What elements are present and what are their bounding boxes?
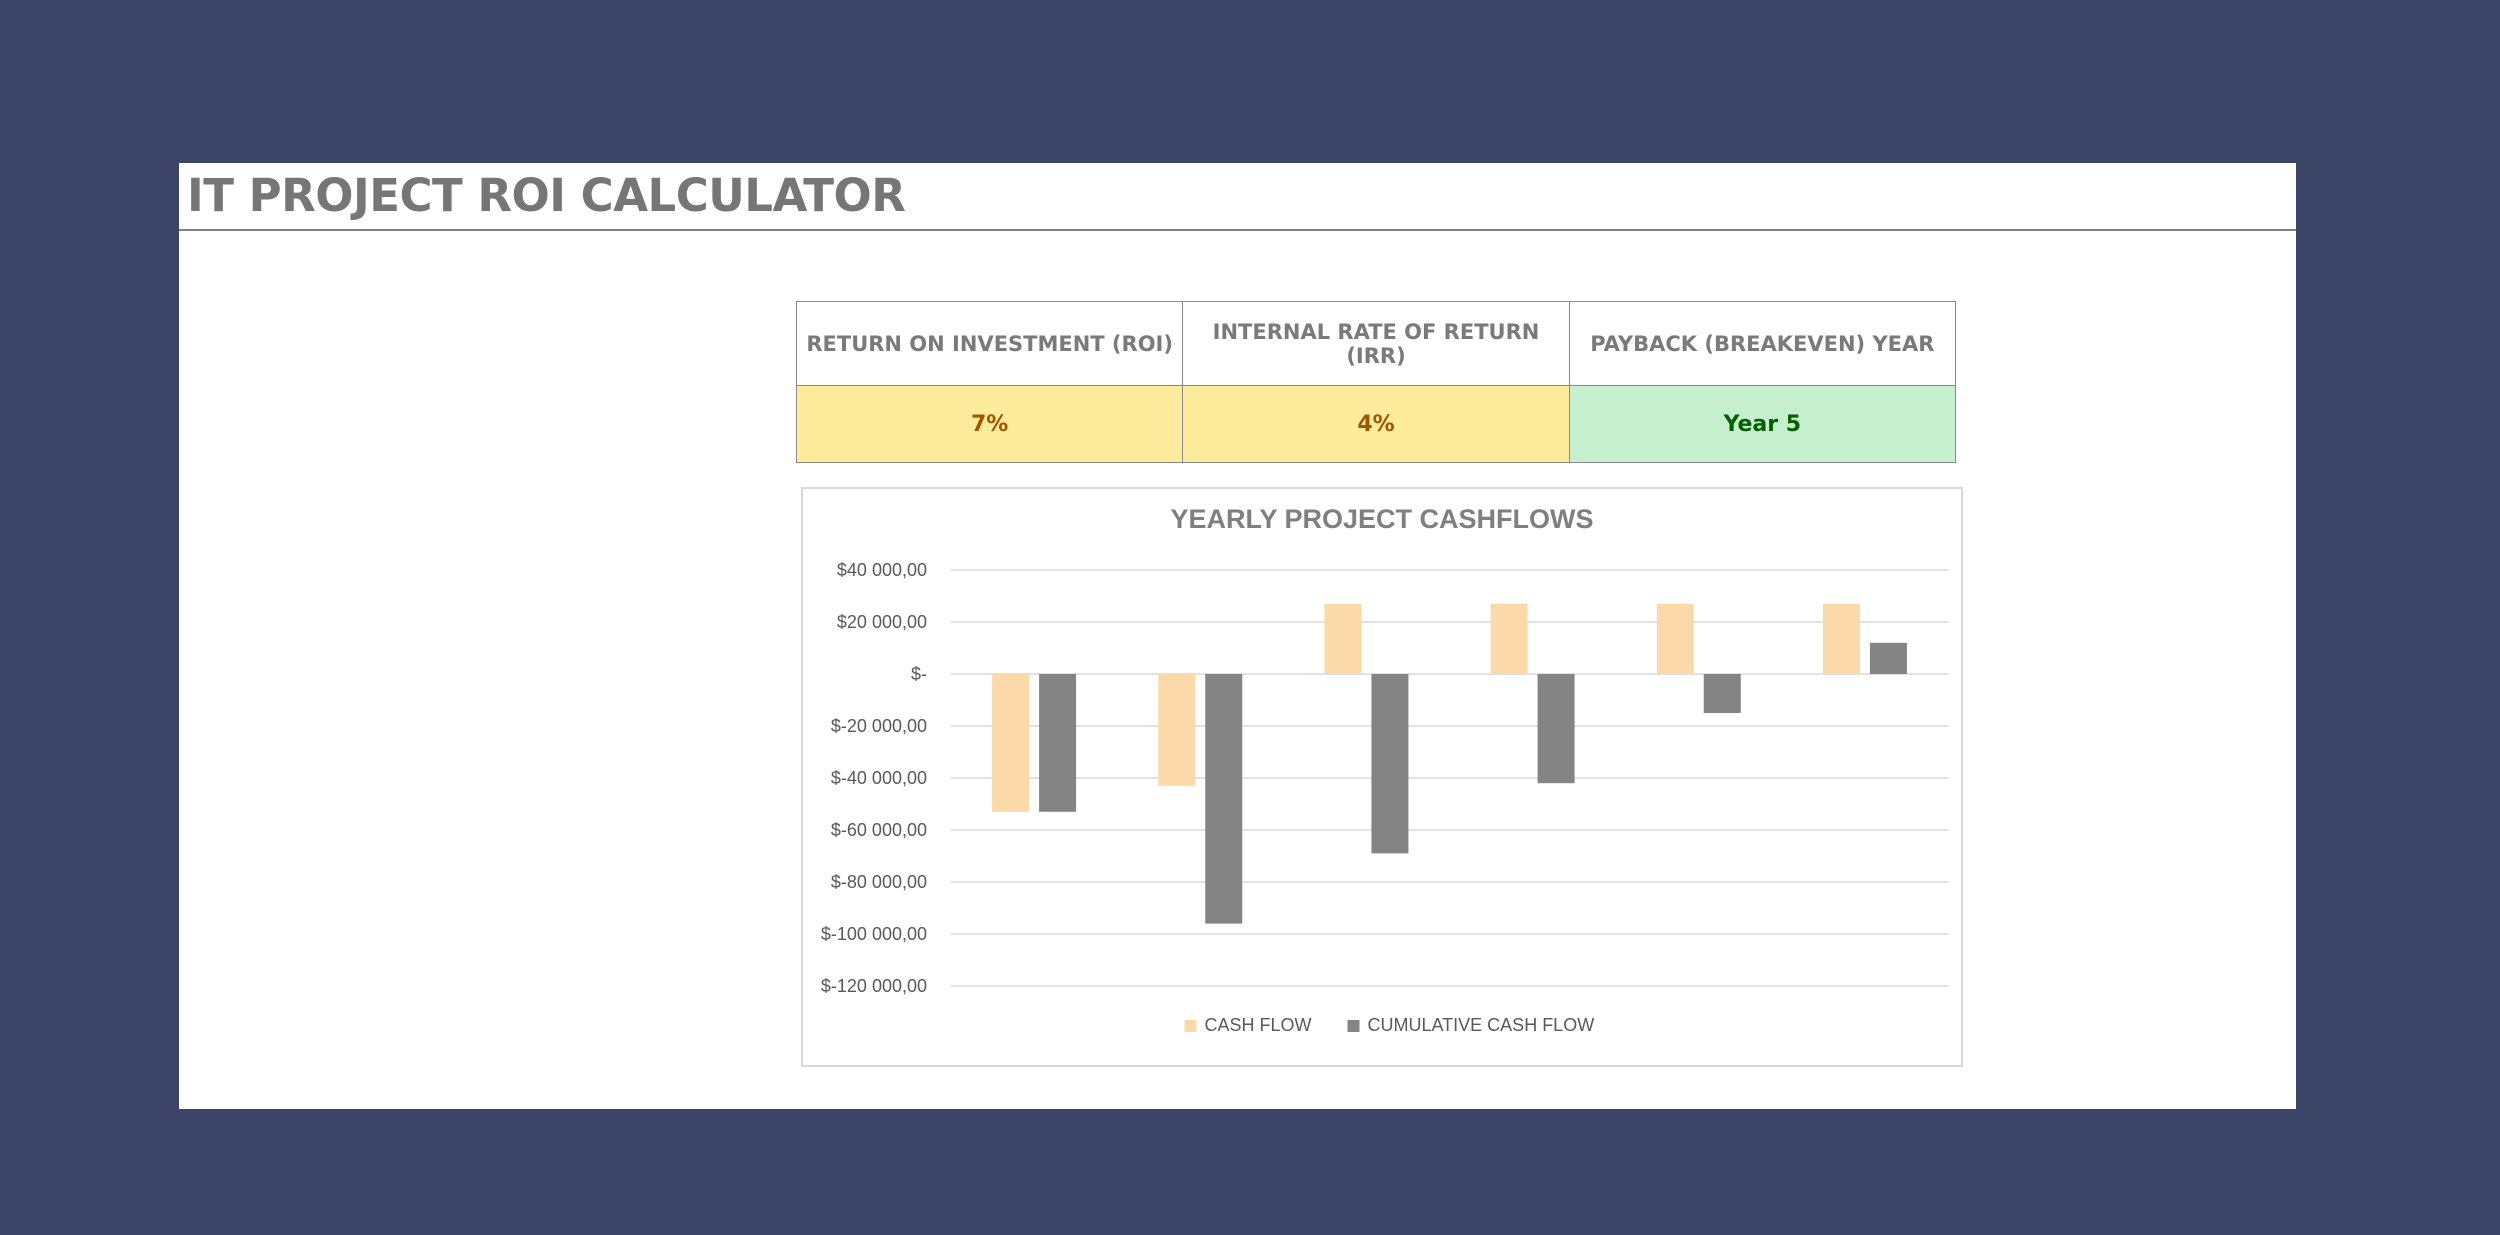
chart-y-axis: $40 000,00 $20 000,00 $- $-20 000,00 $-40 00…	[821, 560, 927, 996]
cash-flow-bar[interactable]	[1490, 603, 1528, 674]
y-tick-label: $20 000,00	[837, 612, 927, 632]
cumulative-cash-flow-bar[interactable]	[1537, 674, 1575, 784]
cash-flow-bar[interactable]	[1158, 674, 1196, 786]
y-tick-label: $-120 000,00	[821, 976, 927, 996]
payback-value[interactable]: Year 5	[1568, 385, 1957, 463]
cumulative-cash-flow-bar[interactable]	[1205, 674, 1243, 924]
cash-flow-bar[interactable]	[1656, 603, 1694, 674]
legend-label-cash-flow: CASH FLOW	[1205, 1015, 1312, 1035]
kpi-table: RETURN ON INVESTMENT (ROI) INTERNAL RATE…	[795, 301, 1957, 463]
cumulative-cash-flow-bar[interactable]	[1039, 674, 1077, 812]
chart-bars	[992, 603, 1907, 924]
y-tick-label: $-100 000,00	[821, 924, 927, 944]
cash-flow-bar[interactable]	[1324, 603, 1362, 674]
roi-value[interactable]: 7%	[795, 385, 1184, 463]
worksheet: IT PROJECT ROI CALCULATOR RETURN ON INVE…	[179, 163, 2296, 1109]
roi-header[interactable]: RETURN ON INVESTMENT (ROI)	[795, 301, 1184, 386]
legend-swatch-cumulative	[1347, 1020, 1360, 1032]
y-tick-label: $-	[911, 664, 927, 684]
chart-gridlines	[951, 569, 1948, 987]
chart-canvas: YEARLY PROJECT CASHFLOWS $40 000,00 $20 0…	[821, 504, 1948, 1035]
irr-value[interactable]: 4%	[1182, 385, 1570, 463]
page-title: IT PROJECT ROI CALCULATOR	[187, 169, 906, 222]
y-tick-label: $40 000,00	[837, 560, 927, 580]
legend-label-cumulative: CUMULATIVE CASH FLOW	[1368, 1015, 1595, 1035]
cashflow-chart[interactable]: YEARLY PROJECT CASHFLOWS $40 000,00 $20 0…	[801, 487, 1963, 1067]
y-tick-label: $-20 000,00	[831, 716, 927, 736]
cumulative-cash-flow-bar[interactable]	[1703, 674, 1741, 713]
y-tick-label: $-40 000,00	[831, 768, 927, 788]
chart-legend[interactable]: CASH FLOW CUMULATIVE CASH FLOW	[1184, 1015, 1595, 1035]
cash-flow-bar[interactable]	[992, 674, 1030, 812]
y-tick-label: $-60 000,00	[831, 820, 927, 840]
y-tick-label: $-80 000,00	[831, 872, 927, 892]
payback-header[interactable]: PAYBACK (BREAKEVEN) YEAR	[1568, 301, 1957, 386]
legend-swatch-cash-flow	[1184, 1020, 1197, 1032]
chart-title: YEARLY PROJECT CASHFLOWS	[1170, 504, 1593, 534]
cumulative-cash-flow-bar[interactable]	[1869, 642, 1907, 674]
cumulative-cash-flow-bar[interactable]	[1371, 674, 1409, 854]
irr-header[interactable]: INTERNAL RATE OF RETURN (IRR)	[1182, 301, 1570, 386]
cash-flow-bar[interactable]	[1822, 603, 1860, 674]
title-divider	[179, 229, 2296, 231]
